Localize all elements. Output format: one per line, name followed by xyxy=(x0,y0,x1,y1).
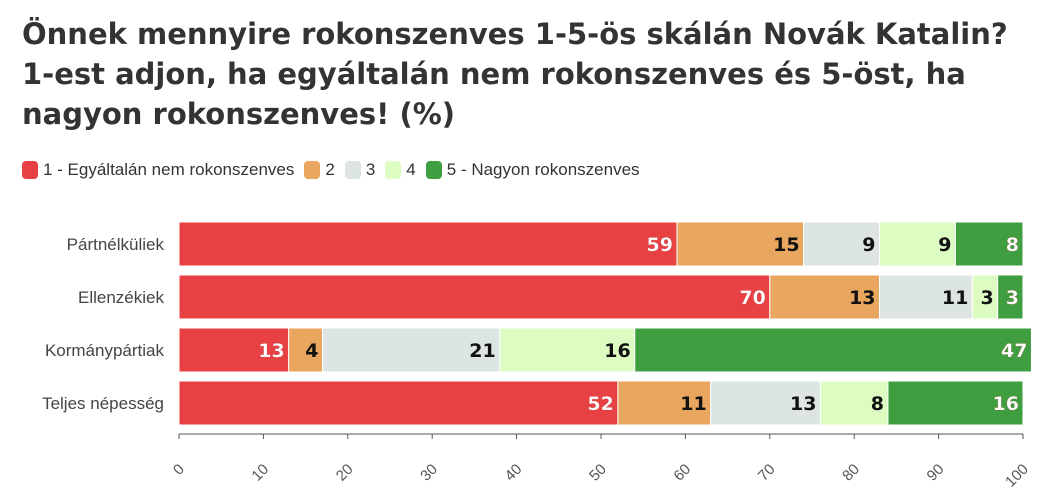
bar-segment xyxy=(321,327,501,373)
x-tick-label: 0 xyxy=(170,461,188,479)
legend-item-3[interactable]: 3 xyxy=(344,160,376,180)
bar-segment xyxy=(499,327,636,373)
data-label: 47 xyxy=(1001,340,1027,362)
data-label: 11 xyxy=(680,393,706,415)
bar-segment xyxy=(634,327,1032,373)
category-label: Teljes népesség xyxy=(42,394,164,413)
category-label: Kormánypártiak xyxy=(45,341,165,360)
legend-label: 1 - Egyáltalán nem rokonszenves xyxy=(43,160,295,179)
category-label: Pártnélküliek xyxy=(67,235,165,254)
legend-item-5[interactable]: 5 - Nagyon rokonszenves xyxy=(425,160,640,180)
bar-segment xyxy=(178,380,619,426)
data-label: 9 xyxy=(938,234,951,256)
bar-segment xyxy=(769,274,881,320)
legend-swatch xyxy=(344,161,361,179)
data-label: 52 xyxy=(587,393,613,415)
x-tick-label: 20 xyxy=(333,461,357,485)
data-label: 8 xyxy=(1006,234,1019,256)
data-label: 9 xyxy=(862,234,875,256)
legend-label: 2 xyxy=(325,160,335,179)
legend-item-2[interactable]: 2 xyxy=(304,160,335,180)
legend-label: 5 - Nagyon rokonszenves xyxy=(446,160,640,179)
data-label: 3 xyxy=(1006,287,1019,309)
data-label: 11 xyxy=(942,287,968,309)
data-label: 70 xyxy=(739,287,765,309)
data-label: 59 xyxy=(647,234,673,256)
x-tick-label: 90 xyxy=(924,461,948,485)
bar-segment xyxy=(676,221,805,267)
legend-swatch xyxy=(22,161,38,179)
x-tick-label: 10 xyxy=(248,461,272,485)
category-label: Ellenzékiek xyxy=(78,288,164,307)
data-label: 13 xyxy=(849,287,875,309)
bar-segment xyxy=(710,380,821,426)
data-label: 16 xyxy=(993,393,1019,415)
data-label: 13 xyxy=(790,393,816,415)
bar-segment xyxy=(997,274,1024,320)
bar-segment xyxy=(954,221,1024,267)
legend-swatch xyxy=(425,161,442,179)
x-tick-label: 60 xyxy=(670,461,694,485)
legend-label: 3 xyxy=(365,160,376,179)
x-tick-label: 70 xyxy=(755,461,779,485)
x-tick-label: 80 xyxy=(839,461,863,485)
legend-label: 4 xyxy=(406,160,416,179)
data-label: 3 xyxy=(980,287,993,309)
legend-swatch xyxy=(304,161,321,179)
data-label: 15 xyxy=(773,234,799,256)
data-label: 4 xyxy=(305,340,318,362)
bar-segment xyxy=(971,274,999,320)
bar-segment xyxy=(819,380,889,426)
x-tick-label: 100 xyxy=(1002,461,1032,491)
x-tick-label: 30 xyxy=(417,461,441,485)
bar-segment xyxy=(617,380,712,426)
data-label: 13 xyxy=(258,340,284,362)
data-label: 8 xyxy=(871,393,884,415)
x-tick-label: 50 xyxy=(586,461,610,485)
data-label: 16 xyxy=(604,340,630,362)
legend-item-4[interactable]: 4 xyxy=(385,160,416,180)
legend-swatch xyxy=(385,161,402,179)
legend-item-1[interactable]: 1 - Egyáltalán nem rokonszenves xyxy=(22,160,294,180)
bar-segment xyxy=(178,274,771,320)
data-label: 21 xyxy=(469,340,495,362)
bar-segment xyxy=(178,327,290,373)
x-tick-label: 40 xyxy=(502,461,526,485)
bar-segment xyxy=(178,221,678,267)
bar-segment xyxy=(879,221,956,267)
bar-segment xyxy=(803,221,881,267)
chart-title: Önnek mennyire rokonszenves 1-5-ös skálá… xyxy=(22,17,1008,131)
legend: 1 - Egyáltalán nem rokonszenves 2 3 4 5 - Na… xyxy=(22,160,650,180)
bar-segment xyxy=(887,380,1024,426)
